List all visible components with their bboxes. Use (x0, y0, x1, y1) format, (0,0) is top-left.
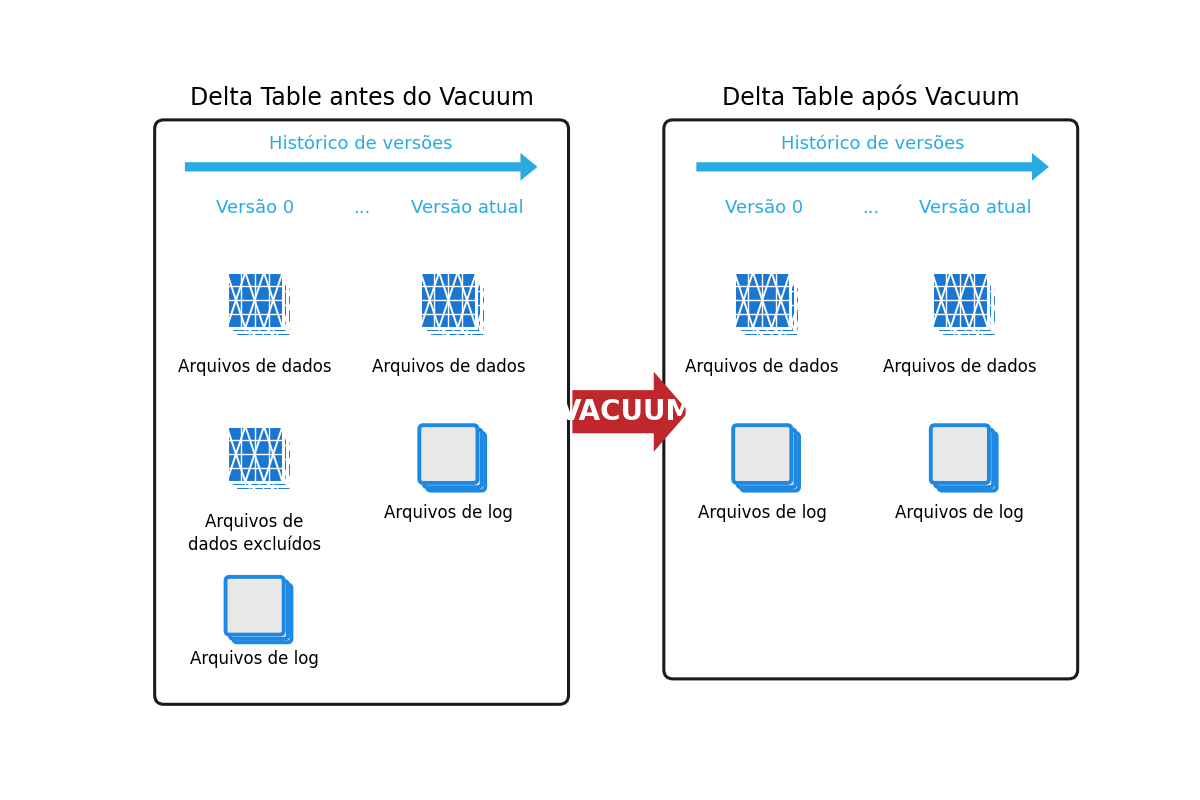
FancyBboxPatch shape (420, 272, 476, 328)
Text: Versão atual: Versão atual (412, 198, 524, 217)
FancyBboxPatch shape (740, 433, 799, 490)
FancyBboxPatch shape (235, 434, 292, 490)
FancyBboxPatch shape (743, 281, 799, 336)
Text: Histórico de versões: Histórico de versões (269, 135, 454, 153)
FancyBboxPatch shape (419, 425, 478, 483)
Text: Histórico de versões: Histórico de versões (781, 135, 965, 153)
Text: Arquivos de
dados excluídos: Arquivos de dados excluídos (188, 514, 322, 554)
Text: Arquivos de log: Arquivos de log (698, 504, 827, 522)
Text: Versão atual: Versão atual (919, 198, 1032, 217)
FancyBboxPatch shape (664, 120, 1078, 679)
FancyBboxPatch shape (734, 272, 790, 328)
FancyBboxPatch shape (425, 277, 481, 332)
Text: Arquivos de dados: Arquivos de dados (883, 358, 1037, 376)
Text: Delta Table antes do Vacuum: Delta Table antes do Vacuum (190, 86, 534, 110)
Text: Arquivos de dados: Arquivos de dados (178, 358, 331, 376)
FancyArrow shape (572, 372, 689, 452)
FancyBboxPatch shape (230, 581, 288, 639)
FancyBboxPatch shape (155, 120, 569, 704)
Text: Arquivos de log: Arquivos de log (190, 650, 319, 669)
Text: ...: ... (862, 198, 880, 217)
Text: Versão 0: Versão 0 (725, 198, 803, 217)
FancyBboxPatch shape (739, 277, 794, 332)
FancyBboxPatch shape (227, 426, 282, 482)
FancyBboxPatch shape (232, 277, 287, 332)
Text: Arquivos de log: Arquivos de log (895, 504, 1025, 522)
FancyBboxPatch shape (427, 433, 485, 490)
Text: Delta Table após Vacuum: Delta Table após Vacuum (722, 84, 1020, 110)
Text: Versão 0: Versão 0 (216, 198, 294, 217)
Text: ...: ... (353, 198, 370, 217)
FancyBboxPatch shape (227, 272, 282, 328)
FancyBboxPatch shape (931, 425, 989, 483)
FancyArrow shape (185, 153, 538, 181)
FancyBboxPatch shape (941, 281, 996, 336)
FancyBboxPatch shape (935, 430, 994, 487)
FancyBboxPatch shape (738, 430, 796, 487)
FancyBboxPatch shape (235, 281, 292, 336)
Text: Arquivos de dados: Arquivos de dados (372, 358, 526, 376)
FancyBboxPatch shape (430, 281, 485, 336)
Text: Arquivos de log: Arquivos de log (384, 504, 512, 522)
FancyBboxPatch shape (937, 277, 992, 332)
FancyBboxPatch shape (233, 585, 292, 642)
FancyBboxPatch shape (932, 272, 988, 328)
FancyBboxPatch shape (938, 433, 997, 490)
FancyBboxPatch shape (226, 577, 283, 634)
Text: Arquivos de dados: Arquivos de dados (685, 358, 839, 376)
FancyArrow shape (696, 153, 1049, 181)
FancyBboxPatch shape (424, 430, 481, 487)
FancyBboxPatch shape (733, 425, 791, 483)
Text: VACUUM: VACUUM (559, 398, 694, 426)
FancyBboxPatch shape (232, 431, 287, 486)
